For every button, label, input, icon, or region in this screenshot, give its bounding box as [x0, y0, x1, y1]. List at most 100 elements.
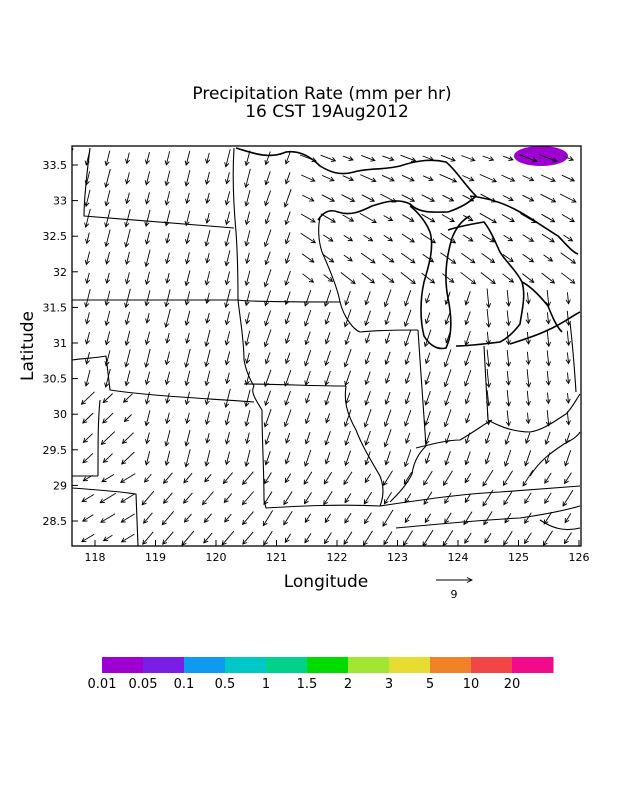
wind-vector-head	[524, 518, 529, 524]
wind-vector	[486, 390, 490, 406]
wind-vector	[285, 332, 291, 344]
wind-vector	[344, 409, 352, 427]
wind-vector-head	[224, 459, 230, 466]
wind-vector-head	[524, 438, 530, 445]
wind-vector	[559, 193, 577, 203]
wind-vector-head	[329, 197, 336, 202]
wind-vector-head	[323, 301, 329, 307]
wind-vector	[185, 291, 191, 305]
wind-vector-head	[364, 359, 370, 365]
wind-vector-head	[545, 361, 552, 367]
wind-vector-head	[104, 259, 110, 265]
wind-vector	[325, 311, 331, 325]
wind-vector	[363, 491, 373, 505]
wind-vector-head	[344, 300, 350, 306]
wind-vector-head	[468, 236, 474, 242]
wind-vector-head	[485, 362, 492, 368]
wind-vector-head	[464, 477, 470, 484]
wind-vector	[226, 431, 230, 445]
wind-vector-head	[343, 479, 349, 486]
wind-vector-head	[165, 258, 171, 265]
wind-vector	[403, 530, 413, 546]
wind-vector	[121, 533, 135, 543]
wind-vector-head	[309, 196, 315, 202]
wind-vector-head	[105, 278, 111, 284]
wind-vector-head	[241, 479, 248, 486]
wind-vector	[325, 431, 331, 445]
wind-vector-head	[144, 199, 150, 205]
wind-vector	[204, 473, 212, 483]
wind-vector-head	[185, 418, 191, 425]
wind-vector	[322, 253, 334, 263]
wind-vector	[325, 370, 331, 386]
lake-erie-outline	[509, 311, 581, 345]
wind-vector	[404, 309, 412, 327]
wind-vector-head	[464, 300, 470, 306]
wind-vector-head	[308, 277, 315, 283]
wind-vector-head	[324, 380, 330, 386]
wind-vector	[143, 512, 153, 524]
wind-vector	[320, 154, 336, 162]
wind-vector-head	[451, 177, 458, 183]
wind-vector-head	[505, 380, 511, 386]
wind-vector	[359, 213, 377, 223]
wind-vector-head	[264, 219, 270, 225]
wind-vector	[284, 473, 292, 483]
wind-vector-head	[102, 457, 108, 464]
wind-vector-head	[423, 499, 429, 505]
wind-vector-head	[284, 358, 290, 365]
wind-vector	[486, 349, 490, 367]
wind-vector-head	[485, 339, 491, 346]
wind-vector	[245, 211, 251, 225]
wind-vector-head	[364, 518, 369, 525]
wind-vector	[301, 253, 315, 263]
wind-vector	[144, 473, 152, 483]
wind-vector	[304, 533, 312, 543]
wind-vector-head	[564, 438, 570, 445]
wind-vector	[300, 232, 316, 244]
wind-vector-head	[409, 197, 416, 202]
wind-vector	[503, 470, 513, 486]
wind-vector	[506, 331, 510, 345]
wind-vector-head	[503, 500, 509, 506]
wind-vector	[444, 492, 452, 504]
wind-vector	[305, 370, 311, 386]
wind-vector	[305, 412, 311, 424]
wind-vector	[360, 174, 376, 182]
wind-vector	[464, 473, 472, 483]
wind-vector	[325, 413, 331, 423]
wind-vector	[444, 369, 452, 387]
y-tick-label: 32	[53, 266, 67, 279]
wind-vector-head	[144, 399, 150, 405]
wind-vector-head	[204, 361, 210, 368]
wind-vector	[86, 331, 90, 345]
map-title: Precipitation Rate (mm per hr)	[192, 84, 451, 104]
wind-vector	[303, 471, 313, 485]
wind-vector	[145, 331, 151, 345]
wind-vector	[105, 368, 111, 388]
wind-vector	[425, 371, 431, 385]
wind-vector-head	[464, 319, 470, 326]
wind-vector	[383, 234, 393, 242]
wind-vector-head	[263, 341, 269, 348]
wind-vector	[546, 410, 550, 426]
wind-vector-head	[410, 258, 416, 264]
wind-vector-head	[404, 341, 409, 347]
wind-vector	[527, 412, 529, 424]
wind-vector	[126, 172, 130, 184]
wind-vector-head	[385, 378, 390, 384]
wind-vector-head	[310, 177, 316, 182]
wind-vector	[425, 410, 431, 426]
wind-vector-head	[144, 339, 150, 346]
wind-vector	[501, 214, 515, 222]
wind-vector	[145, 171, 151, 185]
wind-vector	[385, 372, 391, 384]
wind-vector	[146, 151, 150, 165]
colorbar-swatch	[307, 657, 349, 673]
wind-vector-head	[384, 460, 390, 466]
wind-vector-head	[444, 460, 450, 466]
wind-vector	[125, 311, 131, 325]
wind-vector	[401, 194, 415, 202]
wind-vector-head	[347, 256, 353, 262]
wind-vector-head	[505, 361, 512, 368]
